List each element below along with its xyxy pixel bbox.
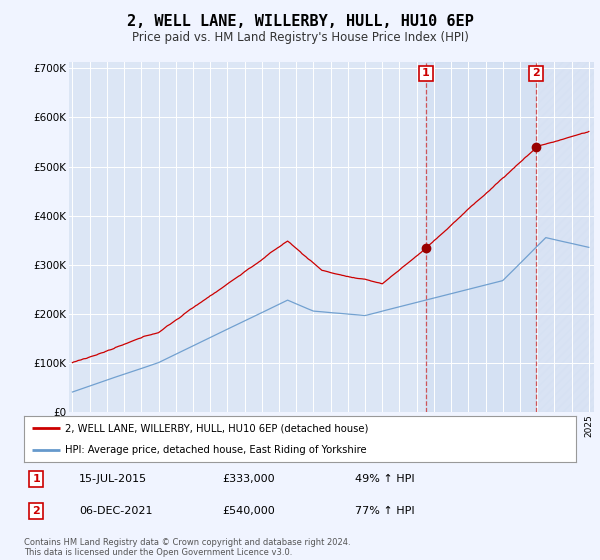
Text: 2, WELL LANE, WILLERBY, HULL, HU10 6EP: 2, WELL LANE, WILLERBY, HULL, HU10 6EP [127, 14, 473, 29]
Text: 49% ↑ HPI: 49% ↑ HPI [355, 474, 415, 484]
Text: HPI: Average price, detached house, East Riding of Yorkshire: HPI: Average price, detached house, East… [65, 445, 367, 455]
Text: £540,000: £540,000 [223, 506, 275, 516]
Text: Price paid vs. HM Land Registry's House Price Index (HPI): Price paid vs. HM Land Registry's House … [131, 31, 469, 44]
Text: 1: 1 [422, 68, 430, 78]
Text: 2: 2 [532, 68, 540, 78]
Bar [426, 62, 536, 412]
Text: 77% ↑ HPI: 77% ↑ HPI [355, 506, 415, 516]
Text: 2, WELL LANE, WILLERBY, HULL, HU10 6EP (detached house): 2, WELL LANE, WILLERBY, HULL, HU10 6EP (… [65, 423, 369, 433]
Text: 15-JUL-2015: 15-JUL-2015 [79, 474, 148, 484]
Text: 2: 2 [32, 506, 40, 516]
Text: 06-DEC-2021: 06-DEC-2021 [79, 506, 152, 516]
Text: 1: 1 [32, 474, 40, 484]
Bar [536, 62, 598, 412]
Text: £333,000: £333,000 [223, 474, 275, 484]
Text: Contains HM Land Registry data © Crown copyright and database right 2024.
This d: Contains HM Land Registry data © Crown c… [24, 538, 350, 557]
